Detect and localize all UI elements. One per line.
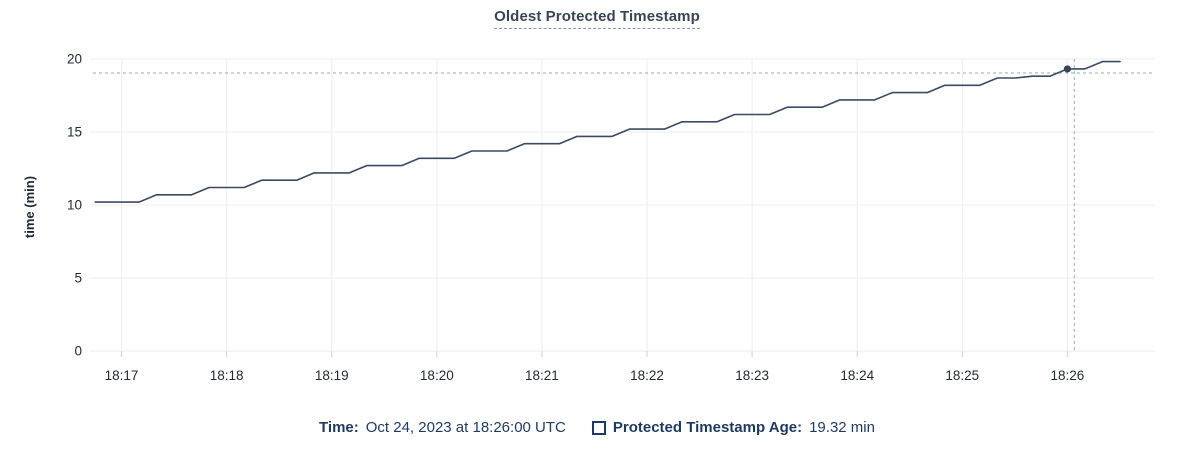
chart-header: Oldest Protected Timestamp [0, 8, 1194, 29]
x-tick-label: 18:21 [525, 368, 559, 383]
y-tick-label: 15 [67, 125, 82, 140]
chart-title[interactable]: Oldest Protected Timestamp [494, 8, 700, 29]
x-tick-label: 18:23 [735, 368, 769, 383]
x-tick-label: 18:18 [210, 368, 244, 383]
y-axis-title: time (min) [22, 176, 37, 238]
y-tick-label: 5 [74, 271, 82, 286]
chart-legend: Time: Oct 24, 2023 at 18:26:00 UTC Prote… [0, 419, 1194, 436]
legend-series-label: Protected Timestamp Age: [612, 419, 803, 436]
series-checkbox-icon[interactable] [591, 420, 606, 435]
legend-series-value: 19.32 min [809, 419, 875, 436]
y-tick-label: 10 [67, 198, 82, 213]
legend-item-protected-timestamp-age[interactable]: Protected Timestamp Age: 19.32 min [591, 419, 875, 436]
x-tick-label: 18:20 [420, 368, 454, 383]
series-line-protected-timestamp-age [94, 60, 1121, 203]
x-tick-label: 18:24 [840, 368, 874, 383]
x-tick-label: 18:22 [630, 368, 664, 383]
y-tick-label: 20 [67, 52, 82, 67]
x-tick-label: 18:17 [105, 368, 139, 383]
legend-time-label: Time: [319, 419, 359, 436]
hover-point-marker [1063, 65, 1072, 73]
x-tick-label: 18:26 [1051, 368, 1085, 383]
timeseries-chart-plot[interactable]: 18:17 18:18 18:19 18:20 18:21 18:22 18:23 18:24… [0, 0, 1194, 400]
x-tick-label: 18:19 [315, 368, 349, 383]
x-tick-label: 18:25 [945, 368, 979, 383]
y-tick-label: 0 [74, 344, 82, 359]
legend-time-value: Oct 24, 2023 at 18:26:00 UTC [365, 419, 566, 436]
legend-time: Time: Oct 24, 2023 at 18:26:00 UTC [319, 419, 566, 436]
